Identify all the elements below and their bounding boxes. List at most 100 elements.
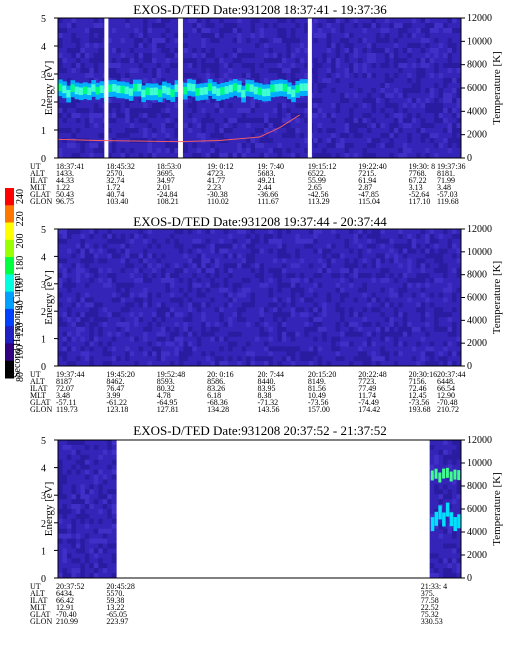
heatmap-cell [237, 277, 242, 284]
heatmap-cell [353, 263, 359, 269]
heatmap-cell [362, 63, 368, 69]
heatmap-cell [237, 326, 242, 333]
heatmap-cell [416, 53, 422, 59]
heatmap-cell [255, 263, 260, 269]
heatmap-cell [178, 258, 184, 264]
heatmap-cell [237, 153, 242, 159]
heatmap-cell [129, 118, 135, 124]
heatmap-cell [62, 302, 68, 308]
heatmap-cell [102, 297, 108, 303]
heatmap-cell [349, 331, 354, 338]
heatmap-cell [393, 263, 399, 269]
heatmap-cell [281, 118, 287, 124]
heatmap-cell [398, 48, 404, 54]
ephemeris-value: 7215. [358, 169, 377, 178]
heatmap-cell [125, 263, 131, 269]
heatmap-cell [169, 238, 175, 245]
heatmap-cell [125, 108, 131, 114]
heatmap-cell [255, 282, 260, 289]
heatmap-cell [277, 28, 283, 34]
heatmap-cell [299, 38, 305, 44]
heatmap-cell [160, 287, 166, 294]
ephemeris-value: 1.72 [106, 183, 121, 192]
heatmap-cell [331, 233, 337, 240]
heatmap-cell [138, 292, 144, 298]
heatmap-cell [84, 113, 90, 119]
heatmap-cell [295, 292, 301, 298]
heatmap-cell [263, 63, 269, 69]
heatmap-cell [169, 123, 175, 129]
heatmap-cell [375, 287, 381, 294]
heatmap-cell [58, 336, 63, 342]
energy-band-core [224, 86, 230, 94]
heatmap-cell [192, 28, 198, 34]
heatmap-cell [250, 253, 256, 259]
heatmap-cell [62, 258, 68, 264]
heatmap-cell [62, 138, 68, 144]
heatmap-cell [255, 243, 260, 249]
heatmap-cell [183, 287, 189, 294]
heatmap-cell [111, 361, 117, 367]
heatmap-cell [143, 243, 148, 249]
heatmap-cell [255, 287, 260, 294]
heatmap-cell [299, 317, 305, 323]
heatmap-cell [102, 243, 108, 249]
heatmap-cell [134, 282, 139, 289]
heatmap-cell [344, 23, 350, 29]
heatmap-cell [66, 238, 72, 245]
heatmap-cell [255, 336, 260, 342]
heatmap-cell [326, 331, 332, 338]
heatmap-cell [277, 336, 283, 342]
heatmap-cell [313, 336, 319, 342]
heatmap-cell [353, 297, 359, 303]
heatmap-cell [299, 28, 305, 34]
heatmap-cell [322, 103, 328, 109]
heatmap-cell [335, 78, 341, 84]
energy-band-core [137, 83, 142, 92]
heatmap-cell [205, 118, 211, 124]
heatmap-cell [313, 153, 319, 159]
heatmap-cell [80, 336, 86, 342]
heatmap-cell [129, 53, 135, 59]
heatmap-cell [228, 143, 234, 149]
heatmap-cell [407, 233, 413, 240]
heatmap-cell [313, 138, 319, 144]
heatmap-cell [353, 53, 359, 59]
heatmap-cell [169, 143, 175, 149]
heatmap-cell [380, 233, 386, 240]
heatmap-cell [187, 229, 193, 235]
heatmap-cell [380, 361, 386, 367]
heatmap-cell [210, 23, 216, 29]
heatmap-cell [152, 28, 157, 34]
heatmap-cell [362, 133, 368, 139]
heatmap-cell [322, 28, 328, 34]
heatmap-cell [147, 253, 153, 259]
heatmap-cell [232, 53, 238, 59]
energy-band-core [87, 87, 92, 96]
heatmap-cell [326, 38, 332, 44]
heatmap-cell [290, 123, 296, 129]
ephemeris-value: -52.64 [408, 190, 430, 199]
heatmap-cell [125, 238, 131, 245]
heatmap-cell [434, 68, 440, 74]
heatmap-cell [71, 346, 77, 352]
heatmap-cell [58, 341, 63, 347]
heatmap-cell [228, 351, 234, 357]
heatmap-cell [407, 361, 413, 367]
ephemeris-value: 115.04 [358, 197, 380, 206]
heatmap-cell [259, 23, 265, 29]
heatmap-cell [169, 229, 175, 235]
heatmap-cell [169, 43, 175, 49]
heatmap-cell [263, 263, 269, 269]
heatmap-cell [228, 263, 234, 269]
heatmap-cell [62, 233, 68, 240]
heatmap-cell [214, 273, 220, 279]
heatmap-cell [58, 38, 63, 44]
heatmap-cell [250, 53, 256, 59]
heatmap-cell [299, 243, 305, 249]
heatmap-cell [71, 351, 77, 357]
heatmap-cell [147, 292, 153, 298]
heatmap-cell [111, 326, 117, 333]
heatmap-cell [317, 287, 323, 294]
heatmap-cell [290, 113, 296, 119]
